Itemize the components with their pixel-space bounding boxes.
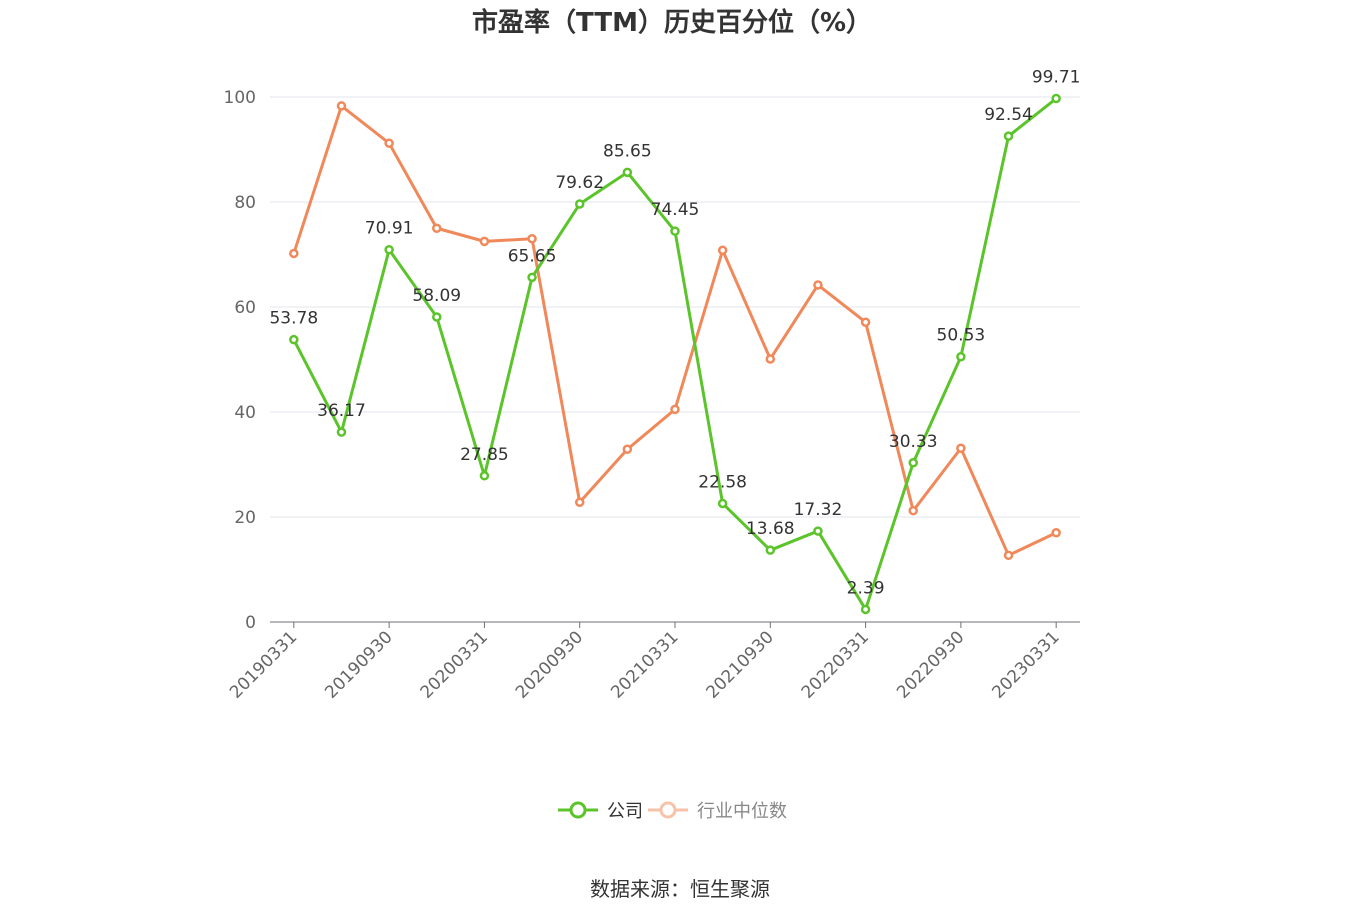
source-note: 数据来源：恒生聚源 (590, 877, 770, 901)
data-point (860, 317, 871, 327)
x-tick-label: 20230331 (988, 627, 1063, 702)
data-point (432, 223, 442, 233)
chart-title: 市盈率（TTM）历史百分位（%） (472, 7, 872, 38)
data-point (956, 443, 966, 453)
data-label: 79.62 (555, 173, 604, 193)
x-tick-label: 20200331 (417, 627, 492, 702)
data-label: 53.78 (269, 309, 318, 329)
data-point (622, 167, 633, 178)
y-axis: 0 20 40 60 80 100 (224, 88, 256, 633)
data-label: 74.45 (651, 200, 700, 220)
data-point (1003, 550, 1014, 561)
legend-marker (659, 801, 677, 819)
data-point (336, 427, 347, 437)
y-tick-label: 20 (234, 508, 256, 528)
grid-lines (270, 96, 1080, 518)
data-point (908, 505, 918, 516)
x-axis: 20190331 20190930 20200331 20200930 20210331… (226, 621, 1080, 703)
legend[interactable]: 公司 行业中位数 (558, 801, 787, 822)
data-point (289, 334, 299, 345)
data-point (908, 458, 918, 468)
data-point (527, 234, 537, 244)
data-point (1003, 131, 1014, 141)
data-point (336, 101, 347, 111)
series-lines (292, 97, 1058, 611)
x-tick-label: 20210331 (607, 627, 682, 702)
data-label: 22.58 (698, 472, 747, 492)
data-point (432, 312, 442, 322)
legend-item[interactable]: 公司 (558, 801, 643, 822)
x-tick-label: 20220930 (893, 627, 968, 702)
x-tick-label: 20190331 (226, 627, 301, 702)
data-label: 27.85 (460, 445, 509, 465)
data-label: 92.54 (984, 105, 1033, 125)
legend-label: 公司 (607, 801, 643, 822)
data-point (956, 351, 966, 362)
data-point (813, 526, 823, 536)
y-tick-label: 60 (234, 298, 256, 318)
data-point (622, 444, 633, 455)
data-point (813, 280, 823, 290)
data-label: 85.65 (603, 141, 652, 161)
y-tick-label: 80 (234, 193, 256, 213)
data-point (574, 199, 585, 209)
x-tick-label: 20220331 (798, 627, 873, 702)
data-point (289, 248, 299, 259)
data-point (765, 545, 776, 555)
data-label: 13.68 (746, 519, 795, 539)
data-point (384, 138, 394, 148)
y-tick-label: 0 (245, 613, 256, 633)
data-label: 65.65 (508, 246, 557, 266)
data-point (1051, 528, 1061, 538)
data-point (479, 471, 490, 481)
data-label: 99.71 (1032, 68, 1081, 88)
series-points (289, 93, 1061, 615)
x-tick-label: 20190930 (321, 627, 396, 702)
data-label: 50.53 (937, 326, 986, 346)
y-tick-label: 40 (234, 403, 256, 423)
legend-label: 行业中位数 (697, 801, 787, 822)
data-point (479, 236, 490, 247)
x-tick-label: 20200930 (512, 627, 587, 702)
data-point (765, 354, 776, 364)
data-point (670, 404, 680, 415)
data-label: 2.39 (847, 578, 885, 598)
legend-marker (569, 801, 587, 819)
data-label: 58.09 (412, 286, 461, 306)
y-tick-label: 100 (224, 88, 256, 108)
data-point (574, 497, 585, 508)
data-point (670, 226, 680, 236)
data-point (860, 604, 871, 615)
data-point (717, 245, 728, 256)
data-labels: 53.78 36.17 70.91 58.09 27.85 65.65 79.62 85.65… (269, 68, 1080, 599)
legend-item[interactable]: 行业中位数 (648, 801, 787, 822)
data-point (527, 272, 537, 283)
data-label: 30.33 (889, 432, 938, 452)
data-point (384, 244, 394, 255)
data-point (1051, 93, 1061, 104)
x-tick-label: 20210930 (703, 627, 778, 702)
data-point (717, 498, 728, 509)
data-label: 17.32 (794, 500, 843, 520)
data-label: 70.91 (365, 219, 414, 239)
data-label: 36.17 (317, 401, 366, 421)
